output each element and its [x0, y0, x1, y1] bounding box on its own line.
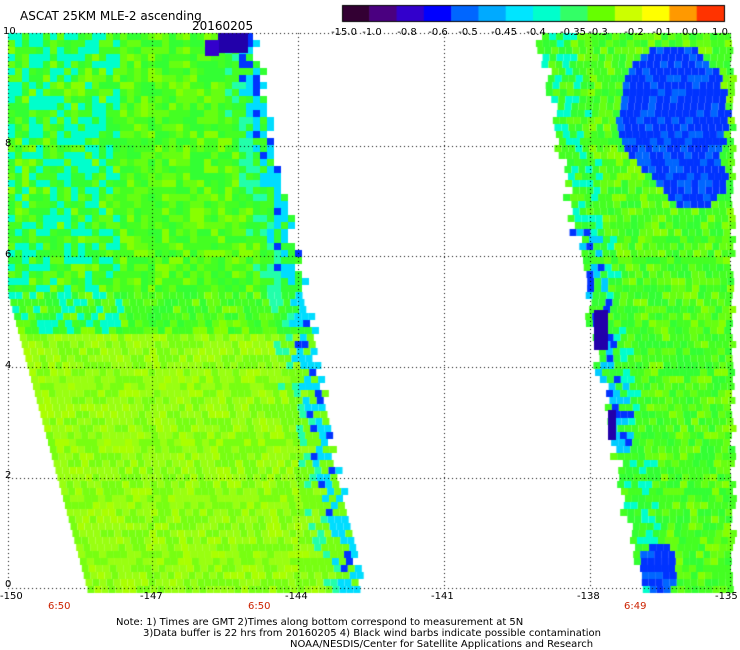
map-date: 20160205 [192, 19, 254, 33]
time-label: 6:49 [624, 601, 647, 612]
colorbar-label: -15.0 [331, 27, 357, 38]
colorbar-label: -0.45 [491, 27, 517, 38]
time-label: 6:50 [48, 601, 71, 612]
y-tick: 8 [5, 138, 12, 149]
x-tick: -144 [285, 591, 308, 602]
colorbar-label: -0.1 [652, 27, 672, 38]
y-tick: 4 [5, 360, 12, 371]
colorbar-label: -0.6 [428, 27, 448, 38]
colorbar-label: 0.0 [682, 27, 698, 38]
colorbar-label: -0.3 [588, 27, 608, 38]
x-tick: -135 [715, 591, 738, 602]
colorbar-label: -1.0 [362, 27, 382, 38]
footnote-line: Note: 1) Times are GMT 2)Times along bot… [116, 617, 524, 628]
x-tick: -138 [577, 591, 600, 602]
map-title: ASCAT 25KM MLE-2 ascending [20, 9, 202, 23]
y-tick: 6 [5, 249, 12, 260]
x-tick: -150 [0, 591, 23, 602]
footnote-line: NOAA/NESDIS/Center for Satellite Applica… [290, 639, 594, 650]
colorbar-label: -0.4 [526, 27, 546, 38]
footnote-line: 3)Data buffer is 22 hrs from 20160205 4)… [143, 628, 601, 639]
y-tick: 10 [3, 26, 16, 37]
colorbar-label: -0.2 [624, 27, 644, 38]
time-label: 6:50 [248, 601, 271, 612]
y-tick: 0 [5, 579, 12, 590]
x-tick: -147 [140, 591, 163, 602]
colorbar-label: 1.0 [712, 27, 728, 38]
y-tick: 2 [5, 470, 12, 481]
colorbar-label: -0.35 [560, 27, 586, 38]
colorbar-label: -0.8 [397, 27, 417, 38]
x-tick: -141 [431, 591, 454, 602]
colorbar-label: -0.5 [458, 27, 478, 38]
